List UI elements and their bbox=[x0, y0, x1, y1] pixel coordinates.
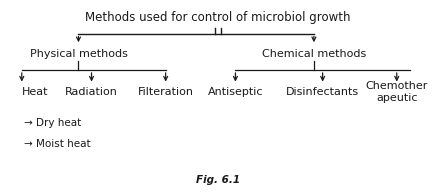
Text: Filteration: Filteration bbox=[138, 87, 194, 97]
Text: Chemical methods: Chemical methods bbox=[262, 49, 366, 59]
Text: Fig. 6.1: Fig. 6.1 bbox=[196, 175, 240, 185]
Text: Antiseptic: Antiseptic bbox=[208, 87, 263, 97]
Text: → Moist heat: → Moist heat bbox=[24, 139, 91, 149]
Text: Radiation: Radiation bbox=[65, 87, 118, 97]
Text: Chemother
apeutic: Chemother apeutic bbox=[365, 81, 428, 103]
Text: Physical methods: Physical methods bbox=[30, 49, 127, 59]
Text: Methods used for control of microbiol growth: Methods used for control of microbiol gr… bbox=[85, 11, 351, 24]
Text: Heat: Heat bbox=[22, 87, 48, 97]
Text: Disinfectants: Disinfectants bbox=[286, 87, 359, 97]
Text: → Dry heat: → Dry heat bbox=[24, 118, 81, 128]
